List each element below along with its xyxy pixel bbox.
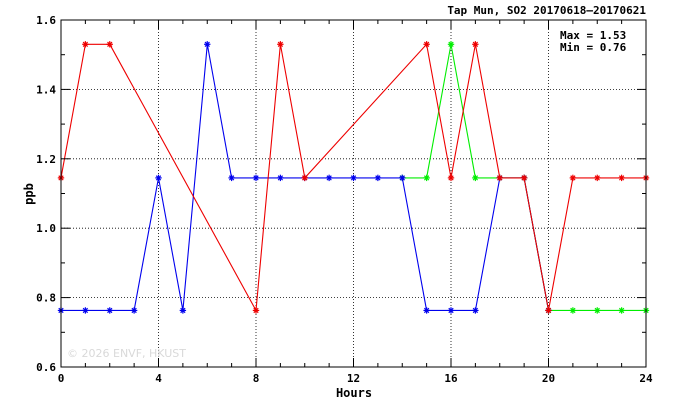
- data-point-stroke: [448, 41, 454, 47]
- y-tick-label: 1.2: [36, 153, 56, 166]
- data-point: [277, 174, 284, 182]
- x-tick-label: 20: [542, 372, 555, 385]
- data-point-stroke: [594, 307, 600, 314]
- data-point-stroke: [545, 307, 552, 314]
- data-point-stroke: [497, 175, 503, 181]
- data-point-stroke: [521, 175, 527, 181]
- data-point-stroke: [570, 307, 576, 314]
- data-point: [130, 307, 138, 314]
- data-point: [545, 307, 552, 314]
- min-stat: Min = 0.76: [560, 41, 627, 54]
- data-point: [594, 307, 601, 314]
- data-point: [301, 174, 308, 182]
- data-point-stroke: [423, 307, 430, 314]
- data-point: [472, 174, 479, 182]
- data-point: [82, 307, 89, 314]
- x-tick-label: 12: [347, 372, 360, 385]
- tick-layer: 0 4 8 12 16 20 24 0.6 0.8 1.0 1.2 1.4 1.6: [36, 14, 653, 385]
- data-point-stroke: [423, 175, 430, 181]
- data-point-stroke: [180, 307, 186, 314]
- data-point-stroke: [618, 175, 625, 181]
- data-point-stroke: [107, 41, 113, 47]
- max-stat: Max = 1.53: [560, 29, 626, 42]
- data-point: [106, 41, 113, 48]
- data-point: [228, 174, 235, 182]
- data-point-stroke: [594, 175, 600, 181]
- x-tick-label: 24: [639, 372, 653, 385]
- data-point: [179, 307, 187, 314]
- data-point: [447, 41, 455, 48]
- data-point-stroke: [155, 175, 162, 181]
- data-point-stroke: [448, 175, 454, 181]
- x-tick-label: 8: [253, 372, 260, 385]
- data-point: [277, 41, 284, 48]
- data-point-stroke: [277, 175, 284, 181]
- data-point-stroke: [472, 41, 479, 47]
- y-tick-label: 0.6: [36, 361, 56, 374]
- series-line: [60, 43, 646, 313]
- data-point: [106, 307, 113, 314]
- data-point: [472, 41, 479, 48]
- x-tick-label: 16: [444, 372, 458, 385]
- data-point: [569, 307, 577, 314]
- data-point: [82, 41, 89, 48]
- data-point: [520, 174, 528, 182]
- data-point: [423, 174, 430, 182]
- data-point: [569, 174, 577, 182]
- chart-title: Tap Mun, SO2 20170618–20170621: [447, 4, 646, 17]
- data-point-stroke: [618, 307, 625, 314]
- data-point: [252, 174, 260, 182]
- data-point-stroke: [472, 175, 479, 181]
- data-point: [252, 307, 260, 314]
- series-layer: [57, 41, 650, 314]
- data-point-stroke: [375, 175, 381, 181]
- data-point: [374, 174, 382, 182]
- y-tick-label: 1.0: [36, 222, 56, 235]
- data-point-stroke: [131, 307, 137, 314]
- data-point-stroke: [228, 175, 235, 181]
- x-axis-title: Hours: [336, 386, 372, 400]
- data-point: [423, 307, 430, 314]
- data-point-stroke: [570, 175, 576, 181]
- data-point: [399, 174, 406, 182]
- data-point: [423, 41, 430, 48]
- data-point: [350, 174, 357, 182]
- y-tick-label: 1.4: [36, 83, 56, 96]
- data-point: [618, 307, 625, 314]
- data-point: [447, 307, 455, 314]
- data-point-stroke: [399, 175, 405, 181]
- x-tick-label: 4: [155, 372, 162, 385]
- watermark: © 2026 ENVF, HKUST: [67, 347, 186, 360]
- y-tick-label: 1.6: [36, 14, 56, 27]
- data-point-stroke: [82, 307, 89, 314]
- y-tick-label: 0.8: [36, 292, 56, 305]
- data-point-stroke: [107, 307, 113, 314]
- y-axis-title: ppb: [22, 183, 36, 205]
- data-point: [155, 174, 162, 182]
- grid-layer: [61, 20, 646, 367]
- data-point-stroke: [253, 175, 259, 181]
- data-point: [472, 307, 479, 314]
- data-point-stroke: [423, 41, 430, 47]
- data-point-stroke: [277, 41, 284, 47]
- data-point-stroke: [350, 175, 357, 181]
- data-point: [496, 174, 503, 182]
- data-point: [447, 174, 455, 182]
- data-point: [204, 41, 211, 48]
- data-point-stroke: [472, 307, 479, 314]
- data-point-stroke: [253, 307, 259, 314]
- data-point-stroke: [302, 175, 308, 181]
- data-point: [618, 174, 625, 182]
- data-point-stroke: [326, 175, 332, 181]
- data-point-stroke: [82, 41, 89, 47]
- data-point: [594, 174, 601, 182]
- data-point-stroke: [448, 307, 454, 314]
- data-point: [325, 174, 333, 182]
- data-point-stroke: [204, 41, 210, 47]
- x-tick-label: 0: [58, 372, 65, 385]
